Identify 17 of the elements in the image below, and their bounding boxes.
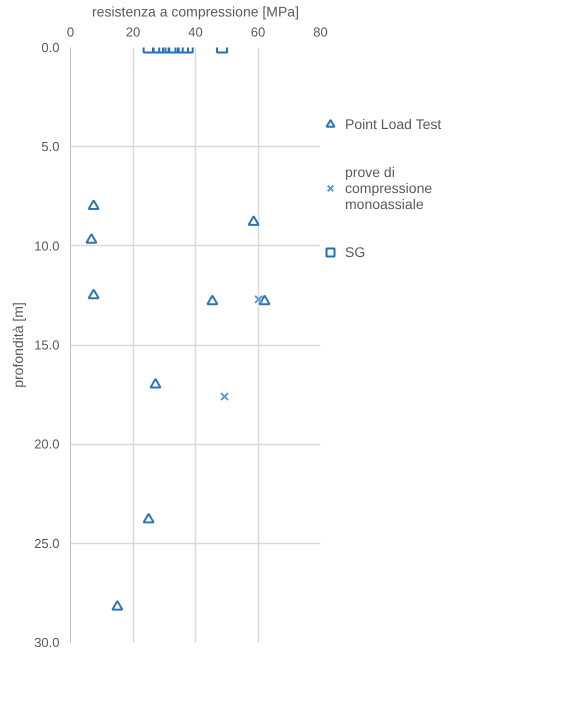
y-tick-label: 15.0 [34,338,60,352]
y-axis-title: profondità [m] [10,302,26,388]
y-tick-label: 5.0 [41,139,60,154]
y-tick-label: 10.0 [34,238,60,254]
x-tick-label: 20 [126,24,140,40]
legend-label: Point Load Test [345,116,442,132]
x-tick-label: 80 [313,24,328,40]
x-tick-label: 40 [188,24,203,40]
y-tick-label: 25.0 [34,536,60,551]
y-tick-label: 0.0 [41,40,60,55]
y-tick-label: 30.0 [34,635,60,650]
x-tick-label: 0 [66,24,74,40]
x-axis-title: resistenza a compressione [MPa] [92,4,299,20]
y-tick-label: 20.0 [34,436,60,452]
x-tick-label: 60 [250,24,266,40]
legend-label: SG [345,244,366,260]
legend-label: prove di compressione monoassiale [345,164,434,212]
